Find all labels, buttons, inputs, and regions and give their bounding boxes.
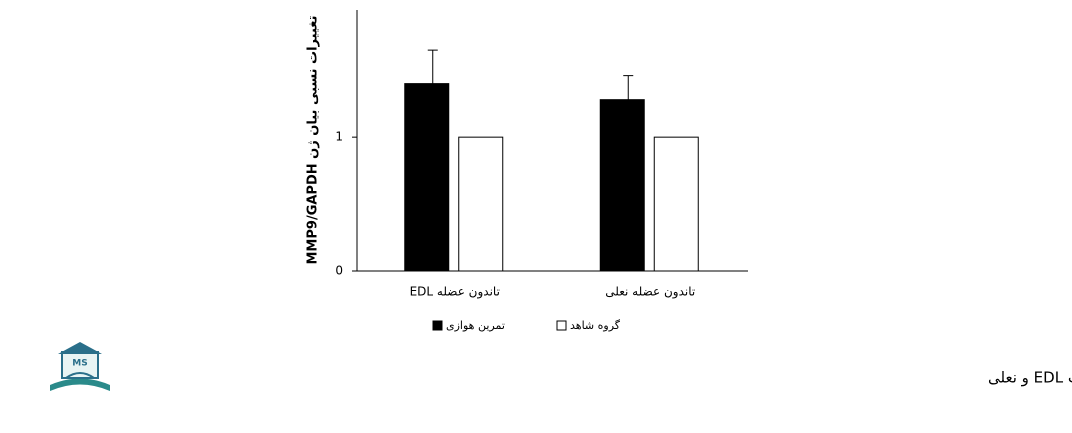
x-tick-label: تاندون عضله نعلی: [605, 285, 695, 300]
caption: تصویر ۳. میزان بیان mRNA ژن MMP9 در عضلا…: [988, 369, 1072, 387]
legend-label: تمرین هوازی: [446, 319, 505, 332]
error-bar: [623, 75, 634, 100]
legend-label: گروه شاهد: [570, 319, 621, 332]
svg-text:MS: MS: [72, 359, 87, 369]
y-tick-label: 1: [335, 130, 343, 144]
y-tick-label: 0: [335, 264, 343, 278]
bar: [653, 136, 699, 272]
bar: [458, 136, 504, 272]
x-tick-label: تاندون عضله EDL: [410, 285, 500, 300]
legend-swatch: [556, 320, 567, 331]
bar: [599, 99, 645, 272]
error-bar: [427, 49, 438, 84]
logo: MS: [50, 342, 110, 391]
y-axis-label: تغییرات نسبی بیان ژن MMP9/GAPDH: [306, 16, 321, 265]
legend-swatch: [432, 320, 443, 331]
bar: [404, 83, 450, 272]
